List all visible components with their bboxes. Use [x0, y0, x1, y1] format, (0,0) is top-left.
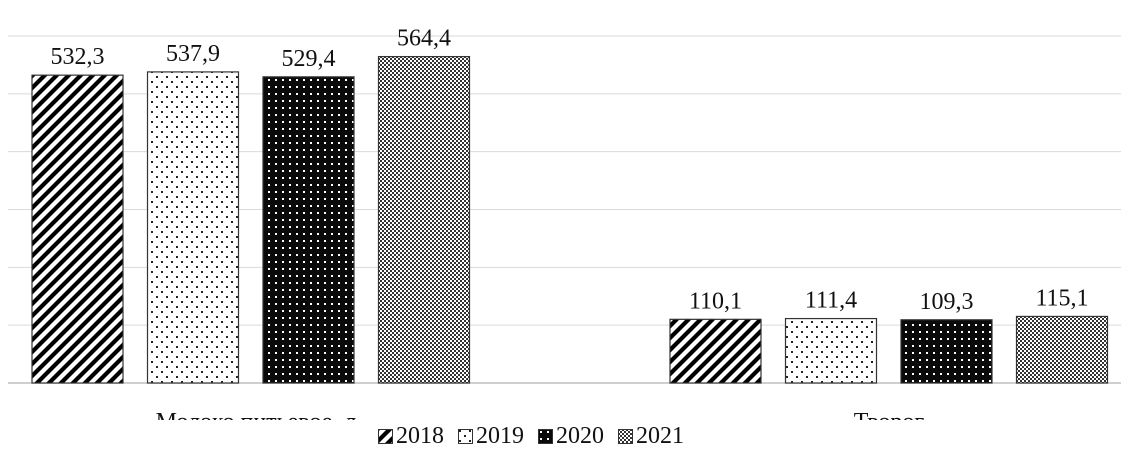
- data-label: 109,3: [920, 289, 974, 315]
- legend-items: 2018 2019 2020 2021: [378, 423, 684, 450]
- legend-label: 2018: [396, 423, 444, 449]
- data-label: 529,4: [282, 46, 336, 72]
- legend-swatch-dark-dots: [538, 429, 553, 444]
- legend: 2018 2019 2020 2021: [0, 423, 1121, 453]
- bar-2019-1: [784, 317, 878, 384]
- legend-label: 2021: [636, 423, 684, 449]
- bars: [31, 55, 1109, 384]
- bar-2018-1: [669, 318, 762, 384]
- bar-2020-0: [262, 76, 355, 384]
- legend-item-2021: 2021: [618, 423, 684, 450]
- bar-chart: 532,3 110,1 537,9 111,4 529,4 109,3 564,4 115,1…: [8, 26, 1121, 420]
- bar-2018-0: [31, 74, 124, 384]
- legend-swatch-diagonal-stripes: [378, 429, 393, 444]
- legend-swatch-sparse-dots: [458, 429, 473, 444]
- data-label: 115,1: [1035, 285, 1088, 311]
- legend-label: 2020: [556, 423, 604, 449]
- bar-2021-0: [377, 55, 471, 384]
- data-label: 564,4: [397, 26, 451, 52]
- data-labels: 532,3 110,1 537,9 111,4 529,4 109,3 564,4 115,1: [51, 26, 1089, 315]
- category-label: Творог: [854, 409, 925, 420]
- category-labels: Молоко питьевое, л Творог: [156, 409, 925, 420]
- legend-label: 2019: [476, 423, 524, 449]
- legend-item-2019: 2019: [458, 423, 524, 450]
- legend-swatch-grey-checker: [618, 429, 633, 444]
- data-label: 110,1: [689, 288, 742, 314]
- bar-2019-0: [146, 71, 240, 384]
- data-label: 532,3: [51, 44, 105, 70]
- legend-item-2020: 2020: [538, 423, 604, 450]
- legend-item-2018: 2018: [378, 423, 444, 450]
- category-label: Молоко питьевое, л: [156, 409, 357, 420]
- data-label: 537,9: [166, 41, 220, 67]
- bar-2020-1: [900, 319, 993, 384]
- data-label: 111,4: [805, 288, 857, 314]
- bar-2021-1: [1015, 315, 1109, 384]
